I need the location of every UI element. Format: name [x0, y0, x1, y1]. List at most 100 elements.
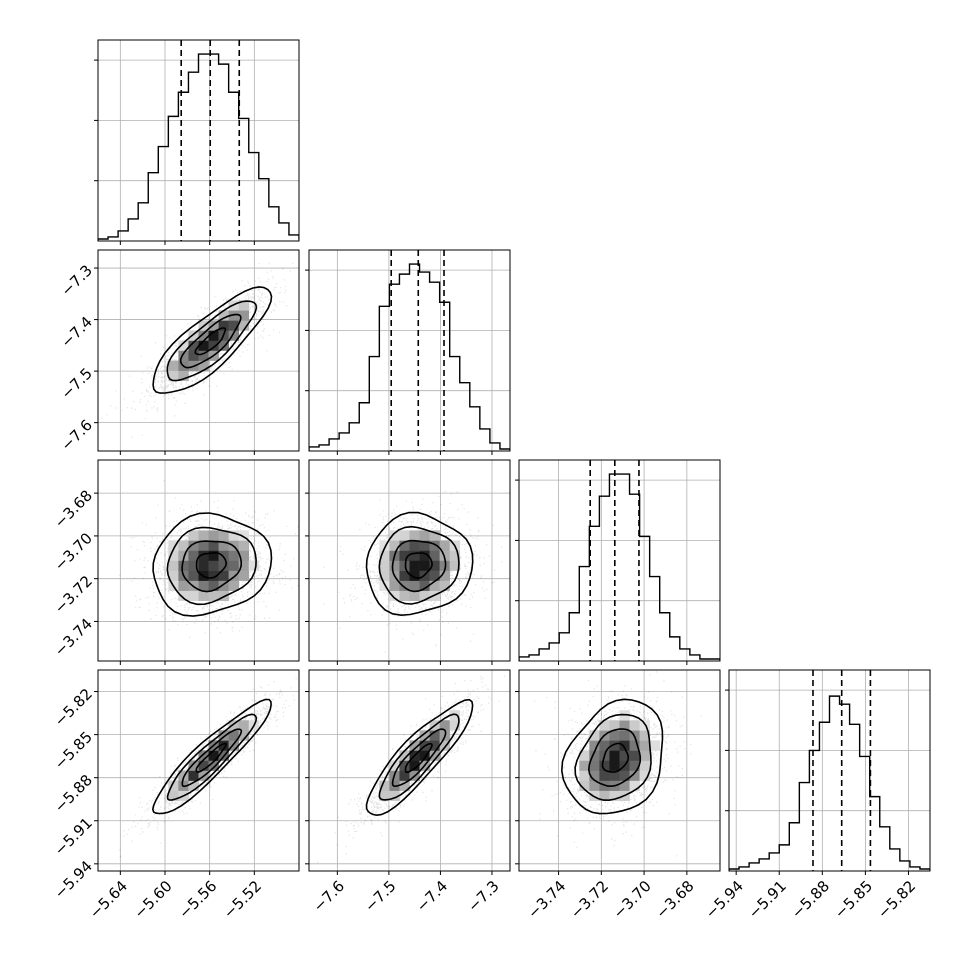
density-cell — [228, 560, 239, 571]
density-cell — [579, 760, 590, 771]
density-cell — [599, 770, 610, 781]
scatter-panel — [94, 459, 300, 665]
density-cell — [198, 350, 209, 361]
density-cell — [238, 550, 250, 561]
density-cell — [389, 790, 400, 801]
density-cell — [629, 740, 640, 751]
density-cell — [168, 550, 179, 561]
density-cell — [589, 780, 600, 791]
density-cell — [208, 530, 219, 541]
density-cell — [208, 330, 219, 341]
density-cell — [619, 720, 630, 731]
density-cell — [439, 540, 450, 551]
density-cell — [449, 720, 461, 731]
density-cell — [639, 750, 650, 761]
density-cell — [188, 780, 199, 791]
density-cell — [198, 590, 209, 601]
density-cell — [579, 750, 590, 761]
density-cell — [228, 730, 239, 741]
density-cell — [228, 720, 239, 731]
density-cell — [168, 560, 179, 571]
x-tick-label: −5.56 — [175, 877, 220, 922]
density-cell — [208, 570, 219, 581]
density-cell — [178, 350, 189, 361]
density-cell — [399, 540, 410, 551]
density-cell — [599, 790, 610, 801]
contour-line — [378, 525, 460, 605]
density-cell — [208, 340, 219, 351]
density-cell — [639, 730, 650, 741]
y-tick-label: −3.74 — [51, 615, 96, 660]
density-cell — [178, 580, 189, 591]
density-cell — [228, 570, 239, 581]
density-cell — [218, 310, 229, 321]
density-cell — [419, 730, 430, 741]
x-tick-label: −5.88 — [788, 877, 833, 922]
panel-frame — [518, 669, 721, 872]
density-cell — [609, 770, 620, 781]
density-cell — [218, 590, 229, 601]
contour-line — [391, 728, 447, 788]
density-cell — [228, 320, 239, 331]
density-cell — [178, 340, 189, 351]
panel-frame — [97, 459, 300, 662]
density-cell — [409, 540, 420, 551]
density-cell — [238, 310, 250, 321]
density-cell — [198, 530, 209, 541]
panel-frame — [518, 459, 721, 662]
histogram-panel — [305, 249, 511, 455]
density-cell — [419, 750, 430, 761]
density-cell — [609, 730, 620, 741]
density-cell — [188, 560, 199, 571]
density-cell — [389, 530, 400, 541]
density-cell — [188, 590, 199, 601]
x-tick-label: −7.3 — [464, 877, 502, 915]
y-tick-label: −3.70 — [51, 529, 96, 574]
density-cell — [188, 530, 199, 541]
x-tick-label: −3.68 — [652, 877, 697, 922]
x-tick-label: −5.91 — [745, 877, 790, 922]
density-cell — [429, 560, 440, 571]
density-cell — [228, 330, 239, 341]
density-cell — [198, 360, 209, 371]
density-cell — [609, 760, 620, 771]
density-cell — [198, 330, 209, 341]
density-cell — [379, 560, 390, 571]
density-cell — [238, 300, 250, 311]
histogram-bar — [519, 473, 720, 661]
contour-line — [195, 742, 227, 774]
density-cell — [579, 780, 590, 791]
density-cell — [238, 730, 250, 741]
density-cell — [399, 550, 410, 561]
contour-line — [151, 698, 272, 815]
density-cell — [409, 590, 420, 601]
density-cell — [409, 740, 420, 751]
x-tick-label: −5.64 — [86, 877, 131, 922]
density-cell — [228, 580, 239, 591]
density-cell — [639, 760, 650, 771]
density-cell — [409, 560, 420, 571]
density-cell — [589, 760, 600, 771]
contour-line — [601, 742, 630, 773]
histogram-panel — [94, 39, 300, 245]
density-cell — [379, 550, 390, 561]
density-cell — [389, 760, 400, 771]
density-cell — [389, 560, 400, 571]
density-cell — [238, 540, 250, 551]
density-cell — [208, 550, 219, 561]
density-cell — [208, 590, 219, 601]
contour-line — [195, 551, 228, 579]
contour-line — [365, 698, 474, 817]
panel-frame — [308, 249, 511, 452]
panel-frame — [308, 669, 511, 872]
histogram-panel — [725, 669, 931, 875]
density-cell — [389, 540, 400, 551]
density-cell — [238, 530, 250, 541]
density-cell — [399, 560, 410, 571]
density-cell — [439, 580, 450, 591]
x-tick-label: −5.60 — [131, 877, 176, 922]
density-cell — [399, 750, 410, 761]
density-cell — [429, 550, 440, 561]
density-cell — [629, 720, 640, 731]
y-tick-label: −5.85 — [51, 728, 96, 773]
